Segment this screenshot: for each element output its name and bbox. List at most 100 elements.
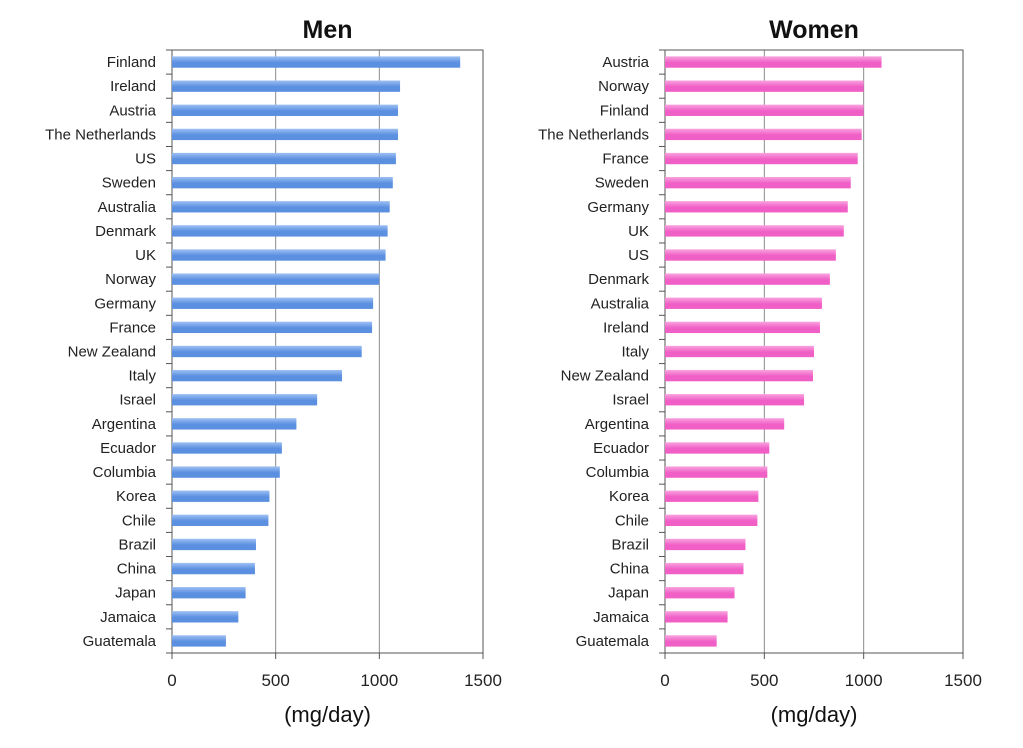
bar-men-austria: [172, 104, 398, 116]
category-label: Brazil: [118, 536, 156, 553]
category-label: Jamaica: [100, 609, 157, 626]
bar-women-china: [665, 562, 744, 575]
category-label: Norway: [105, 271, 156, 288]
bar-women-france: [665, 152, 858, 165]
category-label: Australia: [98, 199, 157, 216]
bar-men-china: [172, 562, 255, 575]
bar-men-ecuador: [172, 442, 282, 454]
category-label: Chile: [122, 512, 156, 529]
bar-women-the-netherlands: [665, 128, 862, 141]
bar-women-jamaica: [665, 611, 728, 623]
category-label: Japan: [115, 585, 156, 602]
category-label: UK: [628, 223, 649, 240]
chart-men: Men Finland Ireland Austria The Netherlands U…: [45, 16, 502, 727]
bar-women-new-zealand: [665, 369, 814, 382]
bar-men-denmark: [172, 225, 388, 237]
bar-men-brazil: [172, 538, 256, 551]
category-label: Ecuador: [593, 440, 649, 457]
category-label: Guatemala: [576, 633, 650, 650]
bar-women-germany: [665, 201, 848, 213]
bar-women-columbia: [665, 466, 768, 478]
category-label: Israel: [612, 392, 649, 409]
category-label: Argentina: [92, 416, 157, 433]
category-label: France: [602, 151, 649, 168]
category-label: Austria: [602, 54, 649, 71]
bar-men-sweden: [172, 176, 393, 189]
category-label: Japan: [608, 585, 649, 602]
chart-women: Women Austria Norway Finland The Netherlands…: [538, 16, 982, 727]
x-tick-label: 500: [261, 671, 289, 690]
category-label: Columbia: [586, 464, 650, 481]
category-label: France: [109, 319, 156, 336]
category-label: The Netherlands: [45, 126, 156, 143]
bar-women-uk: [665, 225, 844, 237]
bar-men-australia: [172, 201, 390, 213]
bar-men-france: [172, 321, 373, 334]
category-label: The Netherlands: [538, 126, 649, 143]
bar-women-us: [665, 249, 836, 261]
bar-women-italy: [665, 345, 814, 358]
category-label: Chile: [615, 512, 649, 529]
category-label: Sweden: [102, 175, 156, 192]
x-tick-label: 1000: [360, 671, 398, 690]
category-label: New Zealand: [561, 368, 649, 385]
bar-women-ireland: [665, 321, 820, 334]
category-label: China: [117, 561, 157, 578]
bar-men-columbia: [172, 466, 280, 478]
category-label: Sweden: [595, 175, 649, 192]
bar-women-australia: [665, 297, 822, 309]
x-axis-label-women: (mg/day): [771, 702, 858, 727]
bar-women-guatemala: [665, 635, 717, 647]
category-label: Italy: [128, 368, 156, 385]
category-label: Ireland: [110, 78, 156, 95]
bar-women-brazil: [665, 538, 746, 551]
category-label: Australia: [591, 295, 650, 312]
bar-women-argentina: [665, 418, 785, 430]
bar-men-italy: [172, 369, 343, 382]
category-label: Germany: [587, 199, 649, 216]
category-label: Jamaica: [593, 609, 650, 626]
category-label: Columbia: [93, 464, 157, 481]
bar-women-israel: [665, 394, 805, 406]
category-label: Germany: [94, 295, 156, 312]
bar-women-korea: [665, 490, 759, 502]
bar-women-denmark: [665, 273, 830, 285]
bar-women-sweden: [665, 176, 851, 189]
bar-men-guatemala: [172, 635, 226, 647]
category-label: Norway: [598, 78, 649, 95]
bar-men-the-netherlands: [172, 128, 398, 141]
bar-women-japan: [665, 587, 735, 599]
category-label: US: [135, 151, 156, 168]
bar-women-austria: [665, 56, 882, 68]
category-label: UK: [135, 247, 156, 264]
category-label: Korea: [116, 488, 157, 505]
category-label: Denmark: [588, 271, 649, 288]
bar-men-uk: [172, 249, 386, 261]
chart-title-women: Women: [769, 16, 859, 44]
category-label: Finland: [600, 102, 649, 119]
bar-women-ecuador: [665, 442, 770, 454]
category-label: Ecuador: [100, 440, 156, 457]
bar-men-finland: [172, 56, 461, 68]
category-label: Korea: [609, 488, 650, 505]
chart-title-men: Men: [303, 16, 353, 44]
category-label: New Zealand: [68, 344, 156, 361]
bar-women-norway: [665, 80, 864, 92]
bar-men-germany: [172, 297, 374, 309]
category-label: Italy: [621, 344, 649, 361]
x-tick-label: 500: [750, 671, 778, 690]
category-label: China: [610, 561, 650, 578]
x-tick-label: 0: [167, 671, 176, 690]
bar-men-korea: [172, 490, 270, 502]
bar-men-chile: [172, 514, 269, 527]
x-tick-label: 1500: [464, 671, 502, 690]
x-tick-label: 1000: [845, 671, 883, 690]
category-label: US: [628, 247, 649, 264]
category-label: Finland: [107, 54, 156, 71]
category-label: Denmark: [95, 223, 156, 240]
x-tick-label: 1500: [944, 671, 982, 690]
bar-men-new-zealand: [172, 345, 362, 358]
category-label: Austria: [109, 102, 156, 119]
bar-men-norway: [172, 273, 380, 285]
